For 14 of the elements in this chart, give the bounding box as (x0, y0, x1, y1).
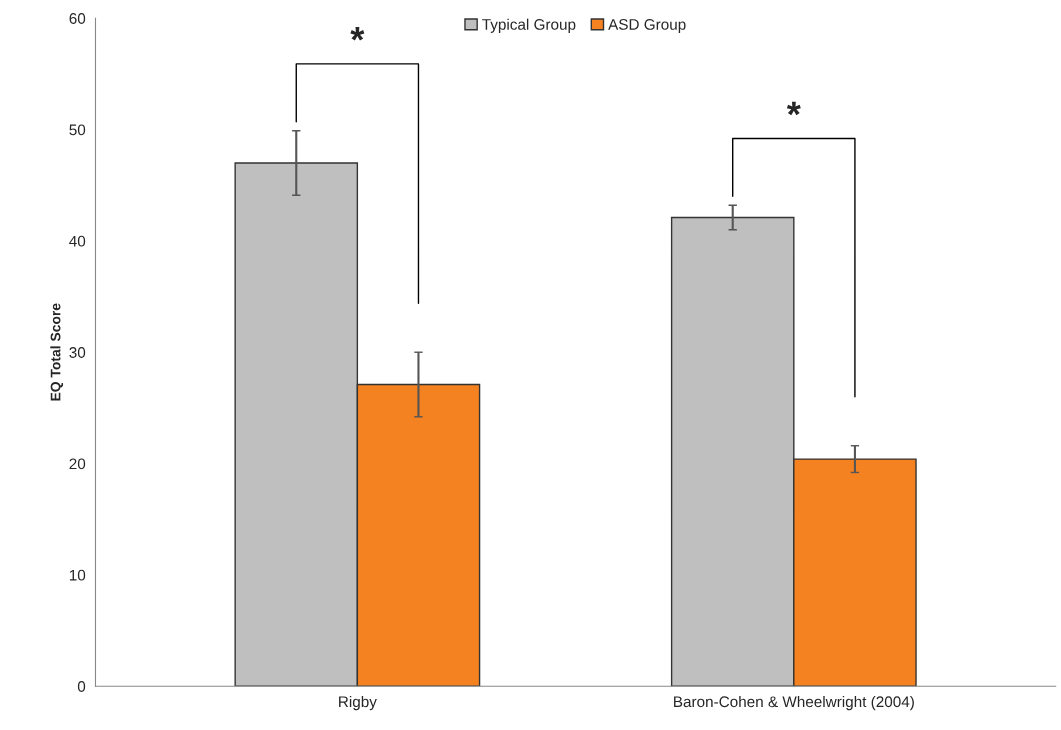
x-tick-label: Rigby (339, 695, 377, 711)
y-tick-label: 10 (69, 569, 86, 581)
y-tick-label: 40 (69, 235, 86, 247)
y-axis-title: EQ Total Score (50, 303, 64, 401)
x-tick-label: Baron-Cohen & Wheelwright (2004) (674, 695, 914, 711)
legend-label: Typical Group (482, 18, 576, 33)
annotation: * (786, 101, 801, 116)
y-tick-label: 50 (69, 124, 86, 136)
y-tick-label: 30 (69, 347, 86, 358)
y-tick-label: 0 (77, 681, 86, 692)
y-tick-label: 20 (69, 458, 86, 470)
legend-label: ASD Group (608, 19, 686, 33)
annotation: * (350, 27, 365, 41)
y-tick-label: 60 (69, 13, 86, 24)
